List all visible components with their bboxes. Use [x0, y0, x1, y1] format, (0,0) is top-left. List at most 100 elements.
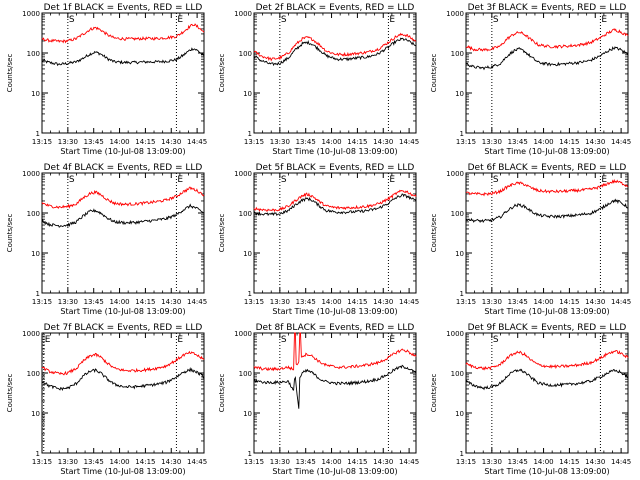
y-tick-label: 10	[243, 90, 252, 98]
marker-label: E	[45, 335, 51, 345]
x-axis-label: Start Time (10-Jul-08 13:09:00)	[272, 467, 397, 476]
x-tick-label: 14:45	[187, 458, 207, 466]
chart-title: Det 3f BLACK = Events, RED = LLD	[468, 3, 627, 13]
series-line-events	[253, 37, 417, 67]
x-tick-label: 14:45	[611, 138, 631, 146]
chart-panel-6f: Det 6f BLACK = Events, RED = LLD Counts/s…	[430, 163, 631, 316]
series-line-events	[465, 368, 629, 391]
x-tick-label: 14:45	[399, 458, 419, 466]
y-tick-label: 100	[451, 210, 464, 218]
x-tick-label: 13:45	[508, 298, 528, 306]
marker-label: S	[493, 175, 499, 185]
x-tick-label: 13:45	[508, 458, 528, 466]
chart-title: Det 4f BLACK = Events, RED = LLD	[44, 163, 203, 173]
y-axis-label: Counts/sec	[218, 214, 226, 253]
x-axis-label: Start Time (10-Jul-08 13:09:00)	[484, 467, 609, 476]
x-tick-label: 14:15	[135, 458, 155, 466]
x-tick-label: 14:00	[109, 458, 129, 466]
y-tick-label: 10	[31, 90, 40, 98]
x-tick-label: 13:15	[456, 298, 476, 306]
plot-frame	[41, 172, 205, 294]
x-tick-label: 13:30	[270, 298, 290, 306]
chart-panel-9f: Det 9f BLACK = Events, RED = LLD Counts/s…	[430, 323, 631, 476]
y-tick-label: 10	[31, 250, 40, 258]
x-tick-label: 14:45	[187, 138, 207, 146]
x-tick-label: 13:15	[244, 458, 264, 466]
marker-label: E	[177, 175, 183, 185]
x-tick-label: 13:30	[58, 458, 78, 466]
y-tick-label: 1	[36, 290, 40, 298]
marker-label: E	[601, 15, 607, 25]
x-tick-label: 14:45	[611, 458, 631, 466]
x-tick-label: 13:30	[482, 138, 502, 146]
marker-label: S	[281, 335, 287, 345]
chart-title: Det 9f BLACK = Events, RED = LLD	[468, 323, 627, 333]
x-axis-label: Start Time (10-Jul-08 13:09:00)	[484, 307, 609, 316]
x-tick-label: 14:45	[399, 138, 419, 146]
x-tick-label: 14:30	[585, 298, 605, 306]
x-tick-label: 13:45	[84, 298, 104, 306]
marker-label: S	[493, 15, 499, 25]
y-tick-label: 1	[460, 130, 464, 138]
x-tick-label: 14:15	[347, 138, 367, 146]
series-line-lld	[465, 350, 629, 371]
x-tick-label: 14:15	[135, 298, 155, 306]
x-tick-label: 14:00	[321, 298, 341, 306]
x-tick-label: 13:45	[508, 138, 528, 146]
chart-panel-4f: Det 4f BLACK = Events, RED = LLD Counts/s…	[6, 163, 207, 316]
x-axis-label: Start Time (10-Jul-08 13:09:00)	[484, 147, 609, 156]
x-tick-label: 14:15	[135, 138, 155, 146]
y-tick-label: 1	[36, 130, 40, 138]
y-tick-label: 10	[31, 410, 40, 418]
y-tick-label: 1	[460, 290, 464, 298]
chart-panel-2f: Det 2f BLACK = Events, RED = LLD Counts/s…	[218, 3, 419, 156]
y-tick-label: 10	[455, 410, 464, 418]
y-tick-label: 1000	[446, 330, 464, 338]
marker-label: S	[281, 175, 287, 185]
x-tick-label: 14:30	[373, 458, 393, 466]
x-tick-label: 13:30	[58, 298, 78, 306]
chart-title: Det 8f BLACK = Events, RED = LLD	[256, 323, 415, 333]
x-tick-label: 13:30	[482, 298, 502, 306]
marker-label: E	[177, 15, 183, 25]
y-tick-label: 1000	[234, 330, 252, 338]
x-tick-label: 14:00	[109, 298, 129, 306]
x-tick-label: 13:15	[32, 298, 52, 306]
y-tick-label: 10	[455, 90, 464, 98]
x-tick-label: 13:15	[32, 458, 52, 466]
x-tick-label: 14:45	[187, 298, 207, 306]
marker-label: S	[281, 15, 287, 25]
series-line-events	[465, 46, 629, 71]
x-axis-label: Start Time (10-Jul-08 13:09:00)	[272, 147, 397, 156]
x-tick-label: 13:45	[296, 458, 316, 466]
plot-frame	[41, 12, 205, 134]
chart-panel-7f: Det 7f BLACK = Events, RED = LLD Counts/s…	[6, 323, 207, 476]
x-tick-label: 14:30	[373, 138, 393, 146]
x-tick-label: 13:45	[84, 138, 104, 146]
y-tick-label: 10	[455, 250, 464, 258]
series-line-lld	[41, 186, 205, 209]
chart-title: Det 6f BLACK = Events, RED = LLD	[468, 163, 627, 173]
y-tick-label: 1000	[234, 170, 252, 178]
x-tick-label: 14:00	[533, 138, 553, 146]
y-tick-label: 100	[239, 50, 252, 58]
y-axis-label: Counts/sec	[218, 374, 226, 413]
y-tick-label: 100	[451, 370, 464, 378]
x-tick-label: 13:45	[296, 138, 316, 146]
y-tick-label: 10	[243, 410, 252, 418]
marker-label: E	[601, 335, 607, 345]
series-line-lld	[253, 332, 417, 372]
x-tick-label: 14:00	[321, 458, 341, 466]
series-line-events	[41, 47, 205, 67]
plot-frame	[253, 12, 417, 134]
y-tick-label: 1000	[22, 170, 40, 178]
x-axis-label: Start Time (10-Jul-08 13:09:00)	[60, 307, 185, 316]
chart-panel-8f: Det 8f BLACK = Events, RED = LLD Counts/s…	[218, 323, 419, 476]
x-axis-label: Start Time (10-Jul-08 13:09:00)	[60, 467, 185, 476]
series-line-lld	[253, 189, 417, 213]
x-tick-label: 14:00	[533, 458, 553, 466]
series-line-lld	[465, 178, 629, 197]
marker-label: E	[601, 175, 607, 185]
series-line-lld	[41, 23, 205, 44]
